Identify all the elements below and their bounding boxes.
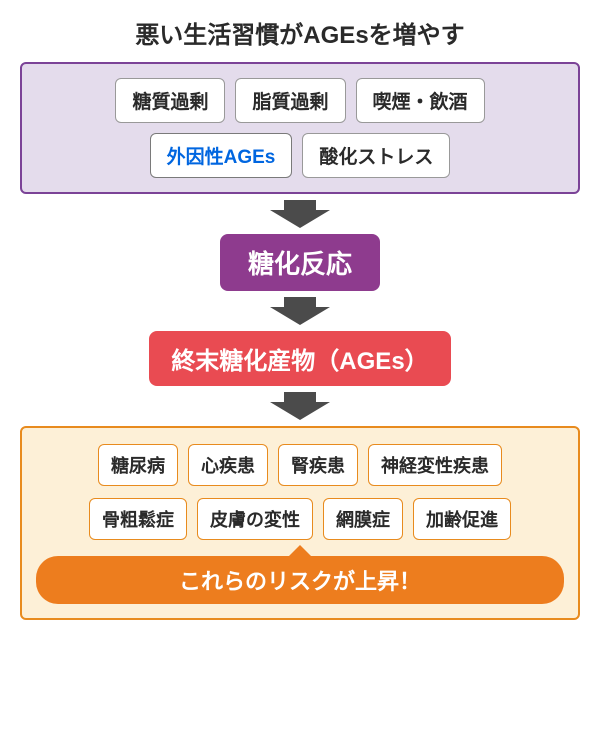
risk-banner-wrap: これらのリスクが上昇！ <box>36 556 564 604</box>
habits-panel: 糖質過剰 脂質過剰 喫煙・飲酒 外因性AGEs 酸化ストレス <box>20 62 580 194</box>
outcome-item: 加齢促進 <box>413 498 511 540</box>
page-title: 悪い生活習慣がAGEsを増やす <box>135 15 464 50</box>
outcomes-row-2: 骨粗鬆症 皮膚の変性 網膜症 加齢促進 <box>36 498 564 540</box>
habit-item: 酸化ストレス <box>302 133 450 178</box>
habit-item-highlight: 外因性AGEs <box>150 133 293 178</box>
outcome-item: 皮膚の変性 <box>197 498 313 540</box>
stage-ages: 終末糖化産物（AGEs） <box>149 331 450 386</box>
down-arrow-icon <box>270 200 330 228</box>
outcome-item: 心疾患 <box>188 444 268 486</box>
habit-item: 脂質過剰 <box>235 78 345 123</box>
habits-row-2: 外因性AGEs 酸化ストレス <box>34 133 566 178</box>
risk-banner: これらのリスクが上昇！ <box>36 556 564 604</box>
outcome-item: 腎疾患 <box>278 444 358 486</box>
outcome-item: 神経変性疾患 <box>368 444 502 486</box>
down-arrow-icon <box>270 297 330 325</box>
habit-item: 喫煙・飲酒 <box>356 78 485 123</box>
outcomes-row-1: 糖尿病 心疾患 腎疾患 神経変性疾患 <box>36 444 564 486</box>
outcome-item: 骨粗鬆症 <box>89 498 187 540</box>
outcomes-panel: 糖尿病 心疾患 腎疾患 神経変性疾患 骨粗鬆症 皮膚の変性 網膜症 加齢促進 こ… <box>20 426 580 620</box>
down-arrow-icon <box>270 392 330 420</box>
outcome-item: 網膜症 <box>323 498 403 540</box>
banner-pointer-icon <box>288 545 312 557</box>
habits-row-1: 糖質過剰 脂質過剰 喫煙・飲酒 <box>34 78 566 123</box>
stage-glycation: 糖化反応 <box>220 234 380 291</box>
outcome-item: 糖尿病 <box>98 444 178 486</box>
habit-item: 糖質過剰 <box>115 78 225 123</box>
